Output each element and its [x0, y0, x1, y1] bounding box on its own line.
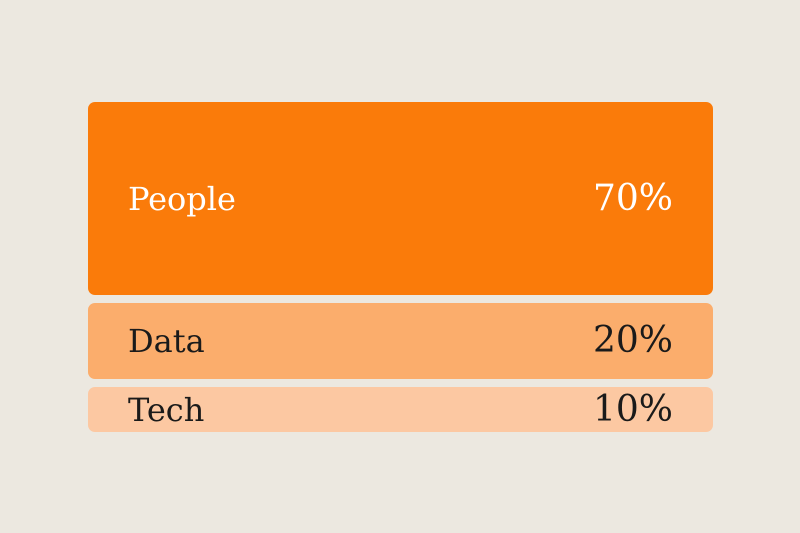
segment-value-tech: 10% — [592, 388, 673, 430]
segment-value-data: 20% — [592, 320, 673, 361]
segment-tech: Tech 10% — [88, 387, 713, 432]
segment-value-people: 70% — [592, 177, 673, 219]
segment-data: Data 20% — [88, 303, 713, 379]
segment-label-tech: Tech — [128, 390, 205, 429]
segment-label-people: People — [128, 179, 236, 218]
stacked-share-chart: People 70% Data 20% Tech 10% — [88, 102, 713, 432]
segment-label-data: Data — [128, 322, 205, 360]
segment-people: People 70% — [88, 102, 713, 295]
